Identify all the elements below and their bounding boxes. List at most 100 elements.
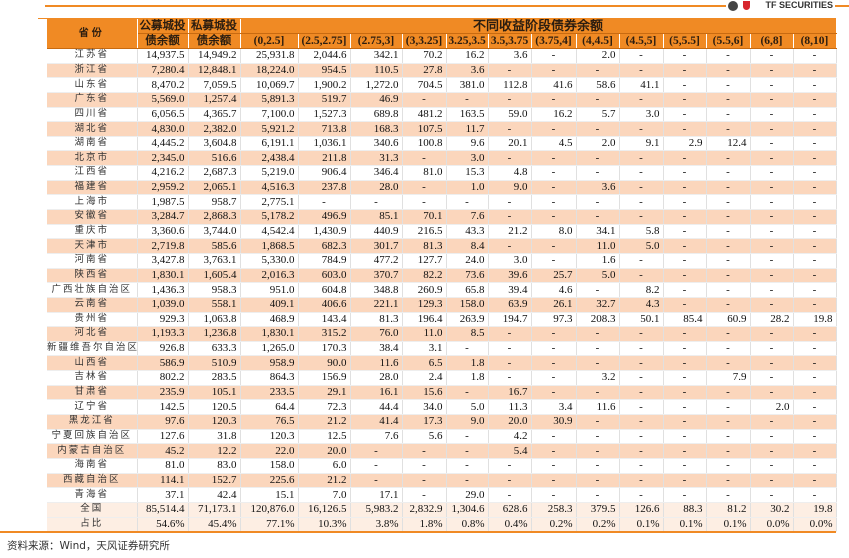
cell-value: - bbox=[706, 297, 751, 313]
cell-value: 46.9 bbox=[350, 92, 403, 108]
cell-value: - bbox=[663, 238, 707, 254]
table-row: 新疆维吾尔自治区 926.8 633.3 1,265.0 170.3 38.4 3.1- - -… bbox=[47, 341, 837, 357]
cell-value: 12.5 bbox=[298, 429, 351, 445]
cell-value: - bbox=[706, 341, 751, 357]
source-note: 资料来源：Wind，天风证券研究所 bbox=[7, 540, 170, 552]
cell-value: - bbox=[706, 253, 751, 269]
cell-value: - bbox=[750, 63, 794, 79]
cell-value: - bbox=[619, 268, 664, 284]
cell-value: - bbox=[750, 238, 794, 254]
cell-value: 604.8 bbox=[298, 282, 351, 298]
cell-value: 21.2 bbox=[298, 414, 351, 430]
cell-value: 906.4 bbox=[298, 165, 351, 181]
cell-value: - bbox=[663, 370, 707, 386]
cell-value: 2,959.2 bbox=[137, 180, 189, 196]
cell-value: - bbox=[663, 92, 707, 108]
table-row: 吉林省 802.2 283.5 864.3 156.9 28.0 2.4 1.8- -3.2- -… bbox=[47, 370, 837, 386]
cell-value: - bbox=[706, 77, 751, 93]
cell-value: 864.3 bbox=[240, 370, 299, 386]
cell-value: - bbox=[663, 77, 707, 93]
cell-value: - bbox=[488, 63, 532, 79]
cell-value: 2,868.3 bbox=[188, 209, 241, 225]
cell-value: - bbox=[706, 194, 751, 211]
province-name: 河南省 bbox=[47, 253, 138, 269]
cell-value: 18,224.0 bbox=[240, 63, 299, 79]
cell-value: - bbox=[488, 355, 532, 372]
cell-value: - bbox=[750, 224, 794, 240]
cell-value: 1.0 bbox=[446, 180, 489, 196]
cell-value: - bbox=[750, 180, 794, 196]
cell-value: - bbox=[531, 443, 577, 459]
cell-value: - bbox=[402, 194, 447, 211]
cell-value: 4.8 bbox=[488, 165, 532, 181]
cell-value: - bbox=[402, 443, 447, 459]
cell-value: - bbox=[576, 385, 620, 401]
cell-value: 1,063.8 bbox=[188, 312, 241, 328]
cell-value: 3,744.0 bbox=[188, 224, 241, 240]
header-bucket: 3.5,3.75 bbox=[488, 33, 532, 49]
cell-value: 11.6 bbox=[576, 399, 620, 416]
cell-value: 3,763.1 bbox=[188, 253, 241, 269]
cell-value: 6.0 bbox=[298, 458, 351, 474]
cell-value: 208.3 bbox=[576, 312, 620, 328]
cell-value: 1,436.3 bbox=[137, 282, 189, 298]
cell-value: - bbox=[750, 165, 794, 181]
cell-value: 3.1 bbox=[402, 341, 447, 357]
cell-value: 63.9 bbox=[488, 297, 532, 313]
cell-value: - bbox=[663, 458, 707, 474]
cell-value: 65.8 bbox=[446, 282, 489, 298]
cell-value: 954.5 bbox=[298, 63, 351, 79]
cell-value: 1,527.3 bbox=[298, 107, 351, 123]
cell-value: 519.7 bbox=[298, 92, 351, 108]
cell-value: 120,876.0 bbox=[240, 501, 299, 518]
cell-value: 60.9 bbox=[706, 312, 751, 328]
cell-value: 105.1 bbox=[188, 385, 241, 401]
cell-value: - bbox=[750, 92, 794, 108]
cell-value: 3.0 bbox=[446, 150, 489, 167]
cell-value: 2,438.4 bbox=[240, 150, 299, 167]
cell-value: - bbox=[663, 487, 707, 503]
cell-value: 7.6 bbox=[446, 209, 489, 225]
cell-value: 440.9 bbox=[350, 224, 403, 240]
cell-value: - bbox=[750, 370, 794, 386]
cell-value: 0.1% bbox=[706, 516, 751, 533]
cell-value: - bbox=[531, 385, 577, 401]
cell-value: 32.7 bbox=[576, 297, 620, 313]
cell-value: - bbox=[576, 209, 620, 225]
cell-value: 152.7 bbox=[188, 473, 241, 489]
table-row: 山西省 586.9 510.9 958.9 90.0 11.6 6.5 1.8- - - - - - - - bbox=[47, 355, 837, 372]
cell-value: 381.0 bbox=[446, 77, 489, 93]
cell-value: 21.2 bbox=[488, 224, 532, 240]
cell-value: 3,284.7 bbox=[137, 209, 189, 225]
cell-value: 4,216.2 bbox=[137, 165, 189, 181]
province-name: 湖北省 bbox=[47, 121, 138, 137]
cell-value: 958.9 bbox=[240, 355, 299, 372]
cell-value: 82.2 bbox=[402, 268, 447, 284]
cell-value: 4,542.4 bbox=[240, 224, 299, 240]
cell-value: - bbox=[706, 150, 751, 167]
cell-value: - bbox=[531, 63, 577, 79]
cell-value: 5.6 bbox=[402, 429, 447, 445]
cell-value: 1,900.2 bbox=[298, 77, 351, 93]
cell-value: 0.2% bbox=[576, 516, 620, 533]
cell-value: - bbox=[298, 194, 351, 211]
table-row: 上海市 1,987.5 958.7 2,775.1- - - - - - - - - - - - bbox=[47, 194, 837, 211]
table-row: 贵州省 929.3 1,063.8 468.9 143.4 81.3 196.4 263.9 1… bbox=[47, 312, 837, 328]
cell-value: 603.0 bbox=[298, 268, 351, 284]
cell-value: 0.0% bbox=[793, 516, 837, 533]
cell-value: 100.8 bbox=[402, 136, 447, 152]
cell-value: - bbox=[750, 341, 794, 357]
cell-value: - bbox=[576, 473, 620, 489]
cell-value: 1,193.3 bbox=[137, 326, 189, 342]
cell-value: - bbox=[793, 107, 837, 123]
table-row: 辽宁省 142.5 120.5 64.4 72.3 44.4 34.0 5.0 11.3 3.4 1… bbox=[47, 399, 837, 416]
cell-value: - bbox=[619, 92, 664, 108]
cell-value: 14,937.5 bbox=[137, 48, 189, 64]
cell-value: - bbox=[663, 443, 707, 459]
cell-value: - bbox=[793, 48, 837, 64]
cell-value: 2,687.3 bbox=[188, 165, 241, 181]
cell-value: 3.6 bbox=[576, 180, 620, 196]
cell-value: - bbox=[663, 429, 707, 445]
cell-value: - bbox=[576, 150, 620, 167]
cell-value: 11.0 bbox=[576, 238, 620, 254]
